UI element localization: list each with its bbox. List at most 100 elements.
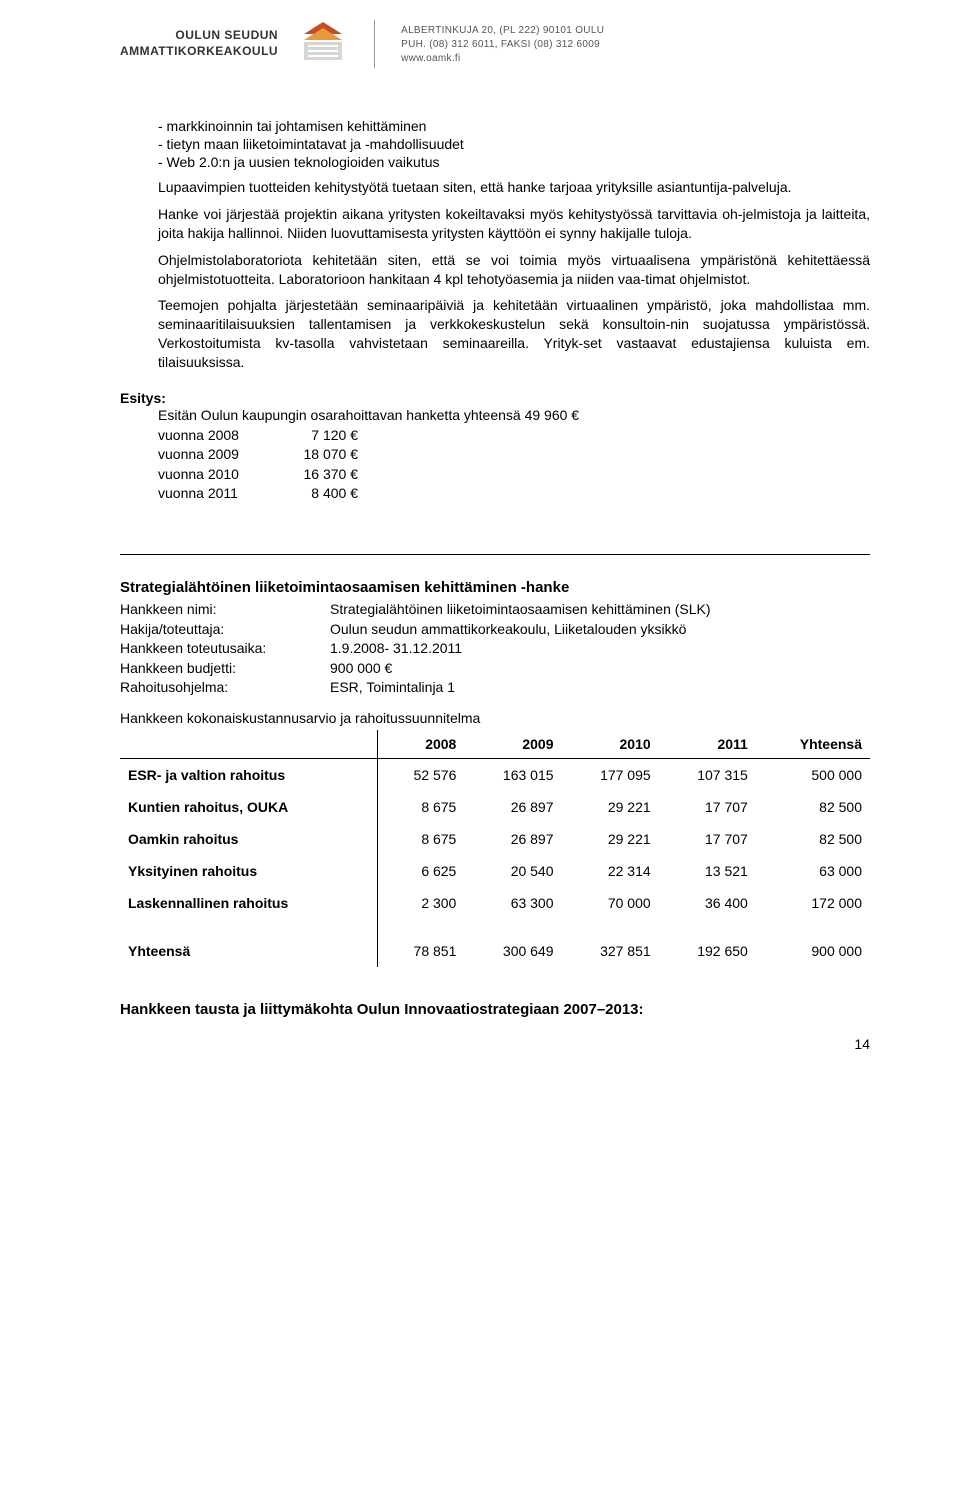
- cell: 36 400: [659, 887, 756, 919]
- row-label: Kuntien rahoitus, OUKA: [120, 791, 378, 823]
- table-row: ESR- ja valtion rahoitus 52 576 163 015 …: [120, 758, 870, 791]
- table-header: Yhteensä: [756, 730, 870, 759]
- org-line-2: AMMATTIKORKEAKOULU: [120, 44, 278, 60]
- funding-year: vuonna 2008: [158, 426, 278, 446]
- bullet-3: - Web 2.0:n ja uusien teknologioiden vai…: [158, 154, 870, 170]
- cell: 17 707: [659, 823, 756, 855]
- row-label: Yksityinen rahoitus: [120, 855, 378, 887]
- cell: 300 649: [464, 919, 561, 967]
- meta-value: 900 000 €: [330, 659, 392, 679]
- meta-value: Oulun seudun ammattikorkeakoulu, Liiketa…: [330, 620, 686, 640]
- org-logo: [298, 20, 348, 62]
- org-name-block: OULUN SEUDUN AMMATTIKORKEAKOULU: [120, 20, 278, 59]
- cell: 29 221: [562, 791, 659, 823]
- letterhead: OULUN SEUDUN AMMATTIKORKEAKOULU ALBERTIN…: [120, 0, 870, 78]
- cell: 900 000: [756, 919, 870, 967]
- cell: 26 897: [464, 791, 561, 823]
- meta-key: Hankkeen budjetti:: [120, 659, 330, 679]
- page-number: 14: [120, 1036, 870, 1052]
- paragraph-1: Lupaavimpien tuotteiden kehitystyötä tue…: [158, 178, 870, 197]
- bullet-1: - markkinoinnin tai johtamisen kehittämi…: [158, 118, 870, 134]
- table-body: ESR- ja valtion rahoitus 52 576 163 015 …: [120, 758, 870, 967]
- cell: 22 314: [562, 855, 659, 887]
- cell: 6 625: [378, 855, 465, 887]
- document-page: OULUN SEUDUN AMMATTIKORKEAKOULU ALBERTIN…: [0, 0, 960, 1092]
- funding-amount: 16 370 €: [278, 465, 358, 485]
- cell: 8 675: [378, 791, 465, 823]
- meta-key: Hakija/toteuttaja:: [120, 620, 330, 640]
- meta-row: Hankkeen budjetti: 900 000 €: [120, 659, 870, 679]
- cell: 82 500: [756, 791, 870, 823]
- funding-amount: 7 120 €: [278, 426, 358, 446]
- paragraph-2: Hanke voi järjestää projektin aikana yri…: [158, 205, 870, 243]
- esitys-block: Esitän Oulun kaupungin osarahoittavan ha…: [158, 406, 870, 504]
- meta-row: Hakija/toteuttaja: Oulun seudun ammattik…: [120, 620, 870, 640]
- meta-row: Rahoitusohjelma: ESR, Toimintalinja 1: [120, 678, 870, 698]
- table-row: Laskennallinen rahoitus 2 300 63 300 70 …: [120, 887, 870, 919]
- cell: 172 000: [756, 887, 870, 919]
- cell: 2 300: [378, 887, 465, 919]
- cell: 163 015: [464, 758, 561, 791]
- table-header: 2009: [464, 730, 561, 759]
- cell: 29 221: [562, 823, 659, 855]
- header-divider: [374, 20, 375, 68]
- meta-key: Rahoitusohjelma:: [120, 678, 330, 698]
- cell: 107 315: [659, 758, 756, 791]
- table-header: 2008: [378, 730, 465, 759]
- table-header: 2011: [659, 730, 756, 759]
- cell: 327 851: [562, 919, 659, 967]
- table-total-row: Yhteensä 78 851 300 649 327 851 192 650 …: [120, 919, 870, 967]
- funding-year: vuonna 2011: [158, 484, 278, 504]
- meta-row: Hankkeen toteutusaika: 1.9.2008- 31.12.2…: [120, 639, 870, 659]
- funding-year: vuonna 2009: [158, 445, 278, 465]
- cell: 192 650: [659, 919, 756, 967]
- cell: 17 707: [659, 791, 756, 823]
- esitys-label: Esitys:: [120, 390, 870, 406]
- row-label: Yhteensä: [120, 919, 378, 967]
- address-line-3: www.oamk.fi: [401, 52, 604, 66]
- address-line-1: ALBERTINKUJA 20, (PL 222) 90101 OULU: [401, 24, 604, 38]
- meta-value: Strategialähtöinen liiketoimintaosaamise…: [330, 600, 711, 620]
- finance-table: 2008 2009 2010 2011 Yhteensä ESR- ja val…: [120, 730, 870, 967]
- table-header: [120, 730, 378, 759]
- meta-value: ESR, Toimintalinja 1: [330, 678, 455, 698]
- cell: 82 500: [756, 823, 870, 855]
- cell: 63 300: [464, 887, 561, 919]
- cell: 500 000: [756, 758, 870, 791]
- project-title: Strategialähtöinen liiketoimintaosaamise…: [120, 579, 870, 596]
- cell: 63 000: [756, 855, 870, 887]
- meta-row: Hankkeen nimi: Strategialähtöinen liiket…: [120, 600, 870, 620]
- esitys-intro: Esitän Oulun kaupungin osarahoittavan ha…: [158, 406, 870, 426]
- cell: 8 675: [378, 823, 465, 855]
- table-header: 2010: [562, 730, 659, 759]
- cell: 13 521: [659, 855, 756, 887]
- funding-amount: 8 400 €: [278, 484, 358, 504]
- table-row: Kuntien rahoitus, OUKA 8 675 26 897 29 2…: [120, 791, 870, 823]
- row-label: Oamkin rahoitus: [120, 823, 378, 855]
- table-row: Yksityinen rahoitus 6 625 20 540 22 314 …: [120, 855, 870, 887]
- paragraph-3: Ohjelmistolaboratoriota kehitetään siten…: [158, 251, 870, 289]
- cell: 70 000: [562, 887, 659, 919]
- cell: 52 576: [378, 758, 465, 791]
- funding-year: vuonna 2010: [158, 465, 278, 485]
- cell: 26 897: [464, 823, 561, 855]
- section-divider: [120, 554, 870, 555]
- funding-row: vuonna 2011 8 400 €: [158, 484, 870, 504]
- cell: 78 851: [378, 919, 465, 967]
- meta-value: 1.9.2008- 31.12.2011: [330, 639, 462, 659]
- cell: 20 540: [464, 855, 561, 887]
- funding-row: vuonna 2008 7 120 €: [158, 426, 870, 446]
- funding-amount: 18 070 €: [278, 445, 358, 465]
- meta-key: Hankkeen toteutusaika:: [120, 639, 330, 659]
- cell: 177 095: [562, 758, 659, 791]
- finance-heading: Hankkeen kokonaiskustannusarvio ja rahoi…: [120, 710, 870, 726]
- row-label: Laskennallinen rahoitus: [120, 887, 378, 919]
- table-header-row: 2008 2009 2010 2011 Yhteensä: [120, 730, 870, 759]
- funding-row: vuonna 2010 16 370 €: [158, 465, 870, 485]
- table-row: Oamkin rahoitus 8 675 26 897 29 221 17 7…: [120, 823, 870, 855]
- bullet-2: - tietyn maan liiketoimintatavat ja -mah…: [158, 136, 870, 152]
- address-line-2: PUH. (08) 312 6011, FAKSI (08) 312 6009: [401, 38, 604, 52]
- footer-heading: Hankkeen tausta ja liittymäkohta Oulun I…: [120, 1001, 870, 1018]
- body-content: - markkinoinnin tai johtamisen kehittämi…: [120, 118, 870, 1052]
- meta-key: Hankkeen nimi:: [120, 600, 330, 620]
